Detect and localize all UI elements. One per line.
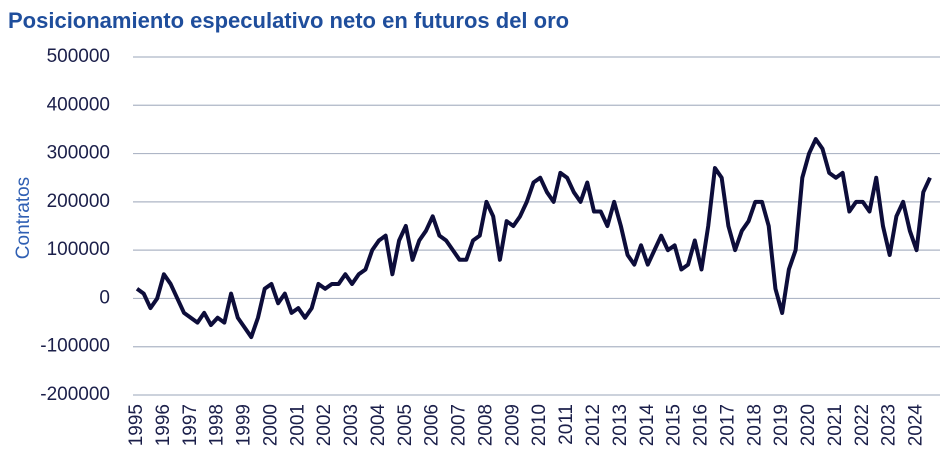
- x-tick-label: 1995: [126, 404, 147, 446]
- x-tick-label: 2005: [395, 404, 416, 446]
- y-tick-label: -100000: [40, 336, 110, 357]
- x-tick-label: 1997: [180, 404, 201, 446]
- y-tick-label: 300000: [47, 143, 110, 164]
- x-tick-label: 2015: [664, 404, 685, 446]
- x-tick-label: 2000: [260, 404, 281, 446]
- x-tick-label: 2022: [852, 404, 873, 446]
- series-line: [135, 137, 932, 340]
- chart-title: Posicionamiento especulativo neto en fut…: [8, 8, 569, 33]
- x-tick-label: 2021: [825, 404, 846, 446]
- y-tick-label: 0: [99, 287, 110, 308]
- x-tick-label: 2010: [529, 404, 550, 446]
- x-tick-label: 2016: [691, 404, 712, 446]
- x-tick-label: 2001: [287, 404, 308, 446]
- x-tick-label: 2013: [610, 404, 631, 446]
- y-tick-label: 100000: [47, 239, 110, 260]
- x-tick-label: 2014: [637, 404, 658, 447]
- x-tick-label: 2019: [771, 404, 792, 446]
- y-tick-label: 400000: [47, 94, 110, 115]
- x-tick-label: 1996: [153, 404, 174, 446]
- y-tick-label: 500000: [47, 46, 110, 67]
- x-tick-label: 2011: [556, 404, 577, 445]
- x-tick-label: 2017: [717, 404, 738, 446]
- x-tick-label: 2003: [341, 404, 362, 446]
- x-tick-label: 2023: [879, 404, 900, 446]
- y-tick-label: 200000: [47, 191, 110, 212]
- x-tick-label: 2004: [368, 404, 389, 447]
- x-tick-label: 2002: [314, 404, 335, 446]
- x-tick-label: 2024: [906, 404, 927, 447]
- x-tick-label: 1998: [207, 404, 228, 446]
- x-tick-label: 2018: [744, 404, 765, 446]
- x-tick-label: 2007: [449, 404, 470, 446]
- y-axis-label: Contratos: [13, 177, 34, 259]
- y-tick-label: -200000: [40, 384, 110, 405]
- x-tick-label: 2012: [583, 404, 604, 446]
- x-tick-label: 2009: [502, 404, 523, 446]
- x-tick-label: 1999: [234, 404, 255, 446]
- x-tick-label: 2008: [475, 404, 496, 446]
- x-tick-label: 2020: [798, 404, 819, 446]
- x-tick-label: 2006: [422, 404, 443, 446]
